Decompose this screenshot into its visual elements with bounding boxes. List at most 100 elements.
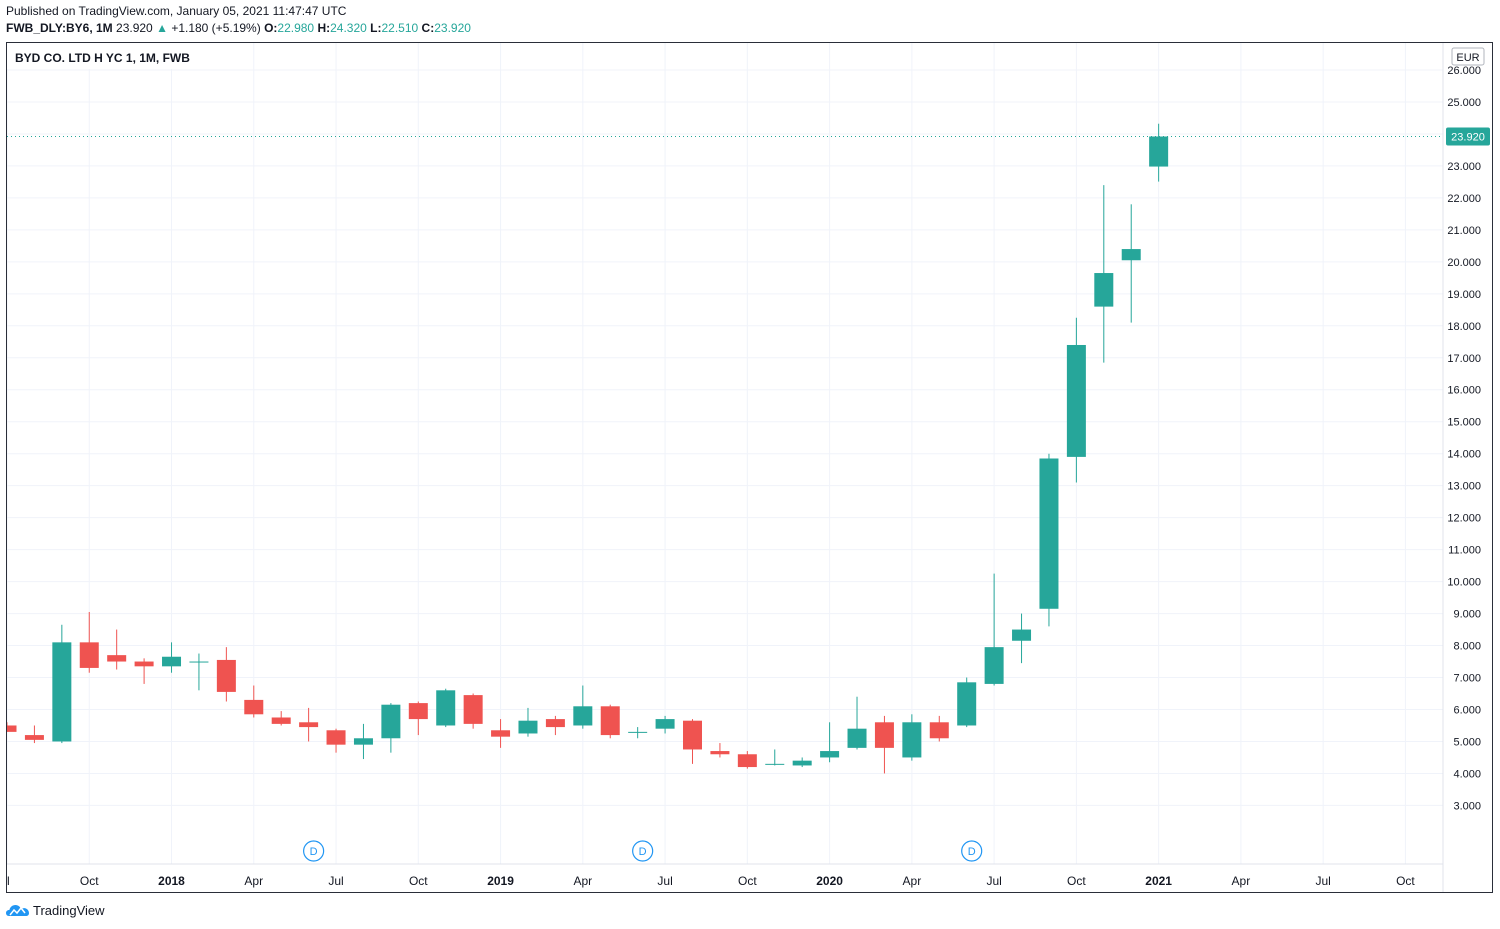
grid-lines <box>7 43 1443 864</box>
candle <box>737 751 757 769</box>
candle <box>52 624 72 744</box>
candle-body <box>628 731 648 733</box>
dividend-marker[interactable]: D <box>632 840 654 862</box>
x-tick-label: Jul <box>328 874 343 888</box>
candle <box>957 677 977 728</box>
y-tick-label: 16.000 <box>1447 385 1481 397</box>
close-label: C: <box>421 21 435 35</box>
x-tick-label: Jul <box>1315 874 1330 888</box>
dividend-marker-circle <box>303 840 325 862</box>
dividend-marker-label: D <box>968 846 976 858</box>
dividend-marker[interactable]: D <box>303 840 325 862</box>
high-value: 24.320 <box>330 21 367 35</box>
candle-body <box>545 719 565 728</box>
dividend-marker-label: D <box>310 846 318 858</box>
candle <box>545 715 565 736</box>
candle-body <box>189 661 209 663</box>
candle <box>79 611 99 673</box>
brand-name: TradingView <box>33 903 105 918</box>
y-tick-label: 7.000 <box>1453 673 1481 685</box>
candle <box>326 728 346 753</box>
candle-body <box>1039 458 1059 609</box>
candle <box>847 696 867 750</box>
candle <box>874 715 894 774</box>
open-label: O: <box>264 21 278 35</box>
candle <box>1012 613 1032 664</box>
x-tick-label: Oct <box>1396 874 1415 888</box>
candle-body <box>847 728 867 748</box>
candle-body <box>573 706 593 726</box>
candle-body <box>984 647 1004 684</box>
currency-badge[interactable]: EUR <box>1451 47 1485 66</box>
candle-body <box>134 661 154 667</box>
candle-body <box>244 699 264 715</box>
candle <box>353 723 373 760</box>
candle <box>1039 453 1059 627</box>
x-tick-label: Oct <box>80 874 99 888</box>
candle <box>381 703 401 753</box>
candle-body <box>107 655 127 662</box>
candle-body <box>24 735 44 740</box>
candle-body <box>765 763 785 765</box>
symbol-label: FWB_DLY:BY6, 1M <box>6 21 113 35</box>
candlestick-chart[interactable]: 3.000 4.000 5.000 6.000 7.000 8.000 9.000 10.00… <box>7 43 1492 892</box>
candle <box>463 693 483 729</box>
quote-line: FWB_DLY:BY6, 1M 23.920 ▲ +1.180 (+5.19%)… <box>6 21 471 35</box>
candle <box>792 757 812 768</box>
x-tick-label: Apr <box>903 874 922 888</box>
candle-body <box>7 725 17 732</box>
x-tick-label: 2020 <box>816 874 843 888</box>
candle <box>408 701 428 736</box>
candle <box>1149 123 1169 182</box>
y-tick-label: 22.000 <box>1447 193 1481 205</box>
candle-body <box>710 751 730 755</box>
candle-body <box>216 659 236 692</box>
y-tick-label: 19.000 <box>1447 289 1481 301</box>
y-tick-label: 14.000 <box>1447 449 1481 461</box>
candle <box>710 743 730 758</box>
y-tick-label: 18.000 <box>1447 321 1481 333</box>
candle-body <box>353 738 373 745</box>
y-tick-label: 17.000 <box>1447 353 1481 365</box>
price-axis[interactable]: 3.000 4.000 5.000 6.000 7.000 8.000 9.000 10.00… <box>1447 65 1481 812</box>
x-tick-label: Oct <box>1067 874 1086 888</box>
time-axis[interactable]: l Oct 2018 Apr Jul Oct 2019 Apr Jul Oct 2020 Apr Jul… <box>7 874 1415 888</box>
tradingview-logo-icon <box>6 904 29 916</box>
dividend-marker-circle <box>632 840 654 862</box>
published-line: Published on TradingView.com, January 05… <box>6 4 347 18</box>
y-tick-label: 4.000 <box>1453 768 1481 780</box>
y-tick-label: 15.000 <box>1447 417 1481 429</box>
candle <box>244 685 264 718</box>
candle <box>491 719 511 748</box>
dividend-marker[interactable]: D <box>961 840 983 862</box>
candle <box>1066 317 1086 483</box>
candle-body <box>820 751 840 758</box>
candle <box>436 688 456 728</box>
candle <box>628 727 648 739</box>
y-tick-label: 6.000 <box>1453 704 1481 716</box>
candles <box>7 123 1169 774</box>
high-label: H: <box>317 21 331 35</box>
y-tick-label: 21.000 <box>1447 225 1481 237</box>
candle-body <box>1094 273 1114 307</box>
candle <box>299 707 319 742</box>
candle-body <box>655 719 675 729</box>
dividend-marker-circle <box>961 840 983 862</box>
candle-body <box>1012 629 1032 641</box>
tradingview-brand[interactable]: TradingView <box>6 903 105 918</box>
y-tick-label: 26.000 <box>1447 65 1481 77</box>
candle-body <box>683 720 702 750</box>
candle <box>902 714 922 761</box>
candle-body <box>326 730 346 745</box>
x-tick-label: 2019 <box>487 874 514 888</box>
candle-body <box>518 720 538 734</box>
x-tick-label: 2018 <box>158 874 185 888</box>
candle-body <box>1149 136 1169 167</box>
candle <box>600 704 620 739</box>
candle-body <box>162 656 182 667</box>
candle <box>820 722 840 763</box>
candle-body <box>1066 344 1086 457</box>
y-tick-label: 20.000 <box>1447 257 1481 269</box>
candle-body <box>436 690 456 726</box>
y-tick-label: 3.000 <box>1453 800 1481 812</box>
